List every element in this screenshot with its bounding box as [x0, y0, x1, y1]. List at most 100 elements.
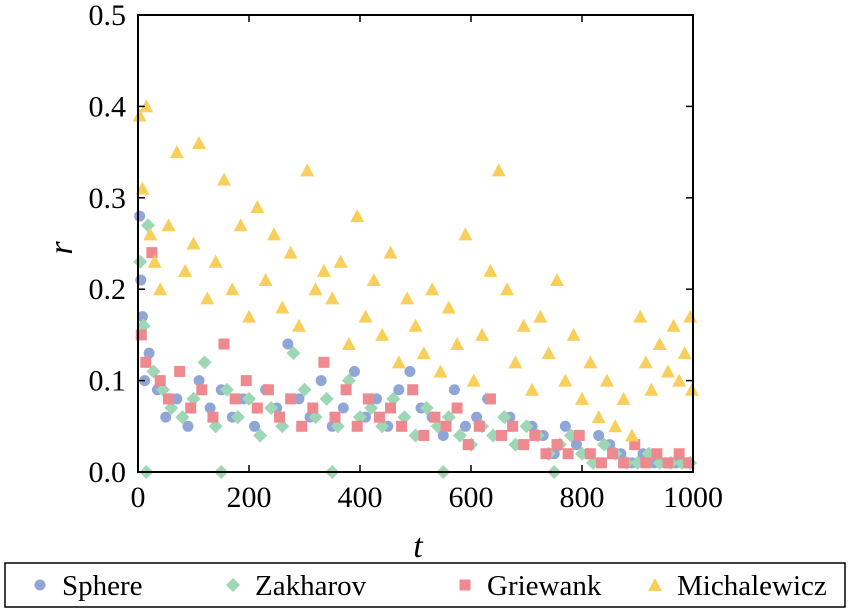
point-griewank: [584, 448, 596, 460]
point-zakharov: [297, 382, 312, 397]
point-griewank: [373, 411, 385, 423]
point-griewank: [573, 429, 585, 441]
point-michalewicz: [258, 273, 273, 287]
y-tick-label: 0.4: [89, 90, 127, 123]
point-griewank: [407, 384, 419, 396]
point-zakharov: [364, 401, 379, 416]
point-griewank: [673, 448, 685, 460]
point-michalewicz: [599, 373, 614, 387]
point-michalewicz: [153, 282, 168, 296]
point-michalewicz: [684, 382, 699, 396]
point-michalewicz: [178, 263, 193, 277]
point-zakharov: [308, 410, 323, 425]
point-michalewicz: [366, 273, 381, 287]
point-michalewicz: [608, 419, 623, 433]
point-michalewicz: [266, 227, 281, 241]
point-michalewicz: [200, 291, 215, 305]
legend-marker-griewank: [459, 579, 471, 591]
point-griewank: [329, 411, 341, 423]
point-griewank: [307, 402, 319, 414]
point-griewank: [507, 420, 519, 432]
point-michalewicz: [624, 428, 639, 442]
point-zakharov: [286, 346, 301, 361]
point-michalewicz: [652, 337, 667, 351]
point-sphere: [315, 375, 327, 387]
point-zakharov: [264, 401, 279, 416]
point-michalewicz: [192, 135, 207, 149]
point-sphere: [404, 365, 416, 377]
point-michalewicz: [333, 254, 348, 268]
point-michalewicz: [591, 410, 606, 424]
point-griewank: [318, 356, 330, 368]
point-zakharov: [497, 410, 512, 425]
point-zakharov: [133, 254, 148, 269]
legend-marker-michalewicz: [648, 578, 662, 591]
point-sphere: [193, 375, 205, 387]
point-sphere: [136, 311, 148, 323]
point-sphere: [559, 420, 571, 432]
point-sphere: [204, 402, 216, 414]
point-griewank: [285, 393, 297, 405]
point-griewank: [595, 457, 607, 469]
point-michalewicz: [375, 327, 390, 341]
point-michalewicz: [358, 309, 373, 323]
point-michalewicz: [132, 108, 147, 122]
point-michalewicz: [566, 327, 581, 341]
point-michalewicz: [661, 364, 676, 378]
point-michalewicz: [616, 391, 631, 405]
point-griewank: [135, 329, 147, 341]
legend-label-sphere: Sphere: [62, 570, 143, 602]
plot-area: [132, 99, 699, 479]
point-michalewicz: [558, 373, 573, 387]
legend-marker-sphere: [34, 579, 46, 591]
point-griewank: [362, 393, 374, 405]
point-michalewicz: [683, 309, 698, 323]
point-zakharov: [275, 419, 290, 434]
series-michalewicz: [132, 99, 699, 442]
y-tick-label: 0.5: [89, 0, 127, 32]
point-michalewicz: [242, 309, 256, 323]
point-griewank: [529, 429, 541, 441]
point-griewank: [540, 448, 552, 460]
y-tick-label: 0.0: [89, 456, 127, 489]
point-zakharov: [353, 410, 367, 425]
point-zakharov: [175, 410, 190, 425]
x-tick-label: 1000: [663, 481, 723, 514]
point-michalewicz: [458, 227, 473, 241]
point-griewank: [418, 429, 430, 441]
point-zakharov: [319, 391, 334, 406]
point-griewank: [618, 457, 630, 469]
point-michalewicz: [583, 355, 598, 369]
point-griewank: [662, 457, 674, 469]
point-michalewicz: [433, 364, 448, 378]
legend-entry-michalewicz: Michalewicz: [648, 570, 827, 602]
point-sphere: [448, 384, 460, 396]
legend-entry-zakharov: Zakharov: [226, 570, 367, 602]
point-griewank: [385, 402, 397, 414]
point-michalewicz: [143, 227, 158, 241]
point-griewank: [640, 457, 652, 469]
point-sphere: [593, 429, 605, 441]
point-griewank: [146, 247, 158, 259]
point-michalewicz: [633, 309, 648, 323]
legend: Sphere Zakharov Griewank Michalewicz: [4, 562, 846, 608]
point-michalewicz: [550, 273, 565, 287]
point-griewank: [651, 448, 663, 460]
point-michalewicz: [208, 254, 223, 268]
point-zakharov: [208, 419, 223, 434]
point-griewank: [551, 439, 563, 451]
point-zakharov: [452, 428, 467, 443]
point-michalewicz: [672, 373, 687, 387]
point-zakharov: [441, 410, 456, 425]
legend-entry-sphere: Sphere: [34, 570, 143, 602]
point-griewank: [274, 411, 286, 423]
legend-label-griewank: Griewank: [487, 570, 602, 602]
point-zakharov: [155, 382, 170, 397]
point-griewank: [473, 420, 485, 432]
point-griewank: [429, 411, 441, 423]
point-griewank: [451, 402, 463, 414]
point-michalewicz: [250, 199, 265, 213]
point-griewank: [607, 448, 619, 460]
legend-box: [4, 562, 846, 608]
